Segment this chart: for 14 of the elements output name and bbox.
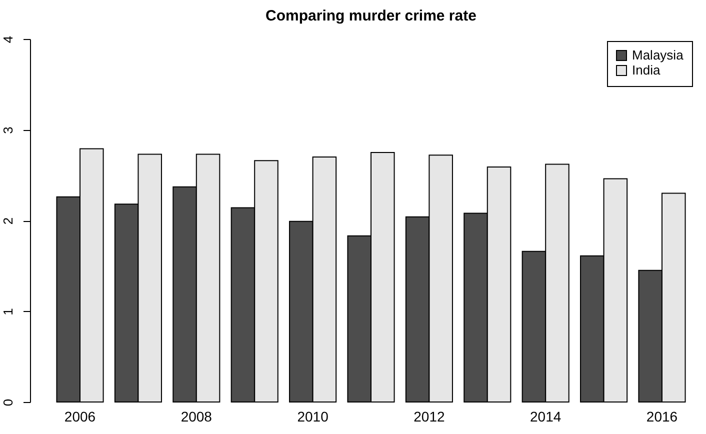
legend-label: India	[632, 62, 661, 78]
x-tick-label: 2016	[646, 408, 678, 424]
y-tick-label: 2	[0, 217, 16, 225]
legend-label: Malaysia	[632, 48, 684, 62]
x-tick-label: 2012	[414, 408, 445, 424]
x-tick-label: 2014	[530, 408, 562, 424]
x-tick-label: 2008	[180, 408, 212, 424]
y-tick-label: 3	[0, 126, 16, 134]
chart-title: Comparing murder crime rate	[266, 7, 476, 24]
x-tick-label: 2010	[297, 408, 329, 424]
y-tick-label: 1	[0, 308, 16, 316]
y-tick-label: 4	[0, 36, 16, 44]
y-tick-label: 0	[0, 398, 16, 406]
x-tick-label: 2006	[64, 408, 96, 424]
